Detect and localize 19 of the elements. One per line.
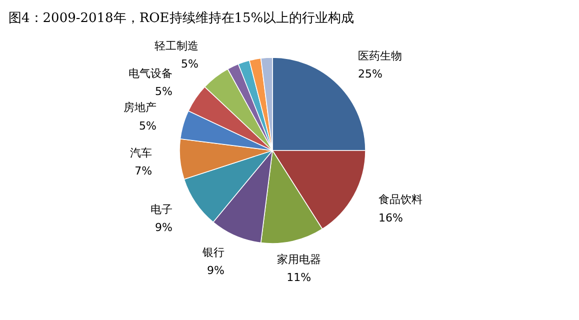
- slice-label: 银行: [201, 246, 224, 259]
- slice-label: 食品饮料: [378, 193, 422, 206]
- data-label: 5%: [138, 119, 156, 132]
- slice-label: 汽车: [130, 146, 152, 160]
- chart-title: 图4：2009-2018年，ROE持续维持在15%以上的行业构成: [8, 11, 354, 26]
- data-label: 5%: [180, 58, 198, 71]
- slice-label: 医药生物: [358, 49, 402, 62]
- data-label: 9%: [207, 264, 224, 278]
- data-label: 11%: [286, 271, 312, 284]
- data-label: 7%: [134, 164, 152, 178]
- slice-label: 房地产: [123, 101, 156, 114]
- data-label: 16%: [378, 211, 403, 224]
- data-label: 25%: [358, 68, 382, 81]
- data-label: 5%: [155, 85, 173, 98]
- slice-label: 轻工制造: [154, 39, 198, 52]
- slice-label: 家用电器: [276, 252, 321, 266]
- slice-label: 电气设备: [128, 66, 173, 80]
- slice-label: 电子: [150, 202, 173, 216]
- data-label: 9%: [155, 221, 173, 234]
